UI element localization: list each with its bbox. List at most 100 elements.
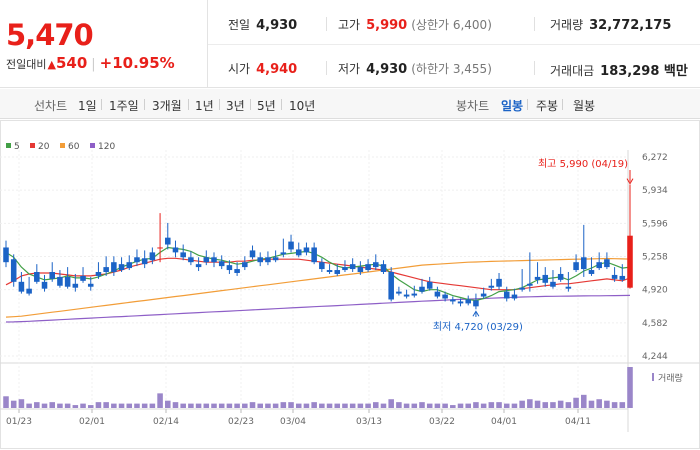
ma120-line xyxy=(5,294,631,323)
volume: 거래량 32,772,175 xyxy=(550,16,671,33)
volume-bar xyxy=(265,403,271,408)
divider xyxy=(527,99,528,110)
divider xyxy=(101,99,102,110)
chart-tab-bar: 선차트 1일 1주일 3개월 1년 3년 5년 10년 봉차트 일봉 주봉 월봉 xyxy=(0,89,700,119)
tab-3m[interactable]: 3개월 xyxy=(152,99,182,113)
volume-bar xyxy=(41,403,48,408)
candle xyxy=(64,276,71,287)
volume-bar xyxy=(442,403,448,408)
trade-amount: 거래대금 183,298 백만 xyxy=(550,60,688,79)
tab-1y[interactable]: 1년 xyxy=(195,99,214,113)
candle xyxy=(257,257,263,263)
candle xyxy=(95,272,102,276)
candle xyxy=(295,249,302,256)
volume-bar xyxy=(503,403,510,408)
volume-bar xyxy=(480,403,487,408)
volume-bar xyxy=(380,403,387,408)
volume-bar xyxy=(334,403,341,408)
open-price: 시가 4,940 xyxy=(228,60,297,77)
candle xyxy=(34,272,40,282)
divider xyxy=(562,99,563,110)
candle xyxy=(627,235,633,288)
high-arrow-head-icon xyxy=(626,178,634,185)
current-price: 5,470 xyxy=(6,18,94,52)
low-price: 저가 4,930 (하한가 3,455) xyxy=(338,60,492,77)
volume-bar xyxy=(295,403,302,408)
candle xyxy=(87,283,94,287)
divider xyxy=(534,17,535,31)
prev-close-label: 전일 xyxy=(228,18,251,32)
tab-1d[interactable]: 1일 xyxy=(78,99,97,113)
legend-label: 5 xyxy=(14,142,20,152)
volume-bar xyxy=(180,403,186,408)
candle xyxy=(334,270,341,274)
tab-daily[interactable]: 일봉 xyxy=(501,99,524,113)
volume-bar xyxy=(95,402,102,408)
tab-10y[interactable]: 10년 xyxy=(289,99,316,113)
candle xyxy=(234,269,240,273)
candle xyxy=(272,257,279,261)
candle xyxy=(357,267,364,273)
tab-3y[interactable]: 3년 xyxy=(226,99,245,113)
legend-label: 20 xyxy=(38,142,50,152)
candle xyxy=(450,299,456,302)
volume-bar xyxy=(450,405,456,408)
legend-swatch xyxy=(6,143,11,148)
legend-label: 60 xyxy=(68,142,80,152)
volume-bar xyxy=(319,403,325,408)
candle xyxy=(49,272,55,279)
change-percent: +10.95% xyxy=(99,54,175,72)
volume-bar xyxy=(172,402,179,408)
divider xyxy=(326,17,327,31)
candle xyxy=(226,265,233,271)
x-tick-label: 04/01 xyxy=(491,417,517,427)
volume-bar xyxy=(165,400,171,408)
volume-bar xyxy=(288,402,294,408)
candle xyxy=(311,247,317,263)
candle xyxy=(604,259,610,268)
volume-bar xyxy=(373,402,379,408)
candle xyxy=(10,259,17,282)
volume-bar xyxy=(103,402,109,408)
volume-bar xyxy=(242,403,248,408)
divider xyxy=(326,61,327,75)
x-tick-label: 02/01 xyxy=(79,417,105,427)
candle xyxy=(265,257,271,263)
volume-bar xyxy=(80,403,86,408)
candle xyxy=(26,288,32,294)
legend-swatch xyxy=(60,143,65,148)
tab-weekly[interactable]: 주봉 xyxy=(536,99,559,113)
candle xyxy=(496,278,502,287)
candle xyxy=(118,264,125,271)
volume-bar xyxy=(3,396,9,408)
volume-bar xyxy=(49,402,55,408)
candle xyxy=(557,273,564,280)
volume-bar xyxy=(542,402,549,408)
candle xyxy=(80,275,86,281)
candle xyxy=(596,262,602,269)
volume-bar xyxy=(627,367,633,408)
volume-bar xyxy=(72,405,79,408)
candle xyxy=(457,301,464,304)
candle xyxy=(288,241,294,250)
volume-bar xyxy=(303,403,310,408)
x-tick-label: 01/23 xyxy=(6,417,32,427)
volume-bar xyxy=(188,403,194,408)
candle xyxy=(534,276,541,280)
candle xyxy=(249,250,256,258)
volume-bar xyxy=(218,403,225,408)
candle xyxy=(411,293,418,296)
volume-bar xyxy=(118,403,125,408)
candle xyxy=(465,299,471,304)
volume-bar xyxy=(588,400,595,408)
tab-1w[interactable]: 1주일 xyxy=(109,99,139,113)
volume-bar xyxy=(473,402,479,408)
divider xyxy=(219,99,220,110)
volume-bar xyxy=(134,403,140,408)
tab-5y[interactable]: 5년 xyxy=(257,99,276,113)
tab-monthly[interactable]: 월봉 xyxy=(573,99,596,113)
change-line: 전일대비▲540 | +10.95% xyxy=(6,54,175,72)
candle xyxy=(103,267,109,273)
volume-value: 32,772,175 xyxy=(589,18,672,33)
price-chart[interactable]: 6,272 5,934 5,596 5,258 4,920 4,582 4,244 01/23… xyxy=(0,120,700,450)
